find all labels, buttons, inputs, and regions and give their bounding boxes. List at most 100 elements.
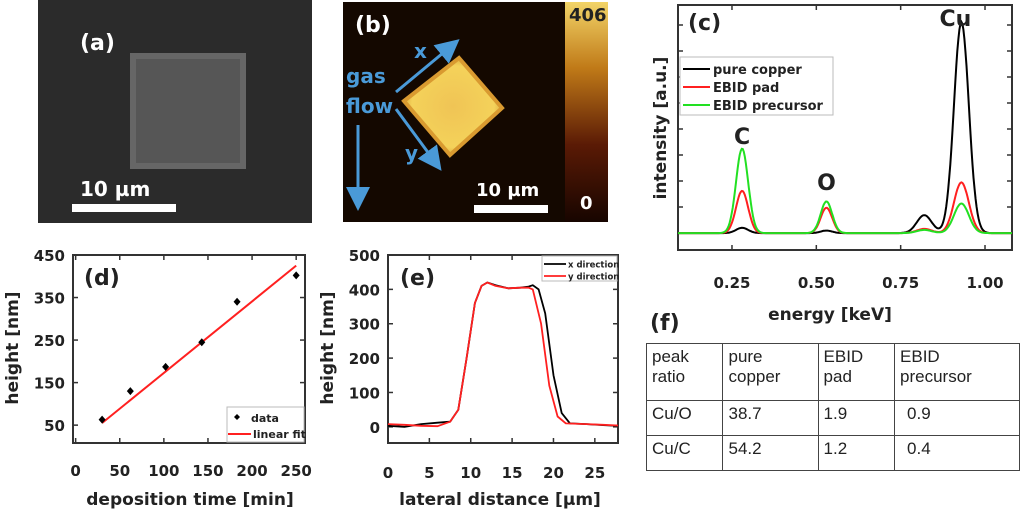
header-line: pure	[728, 347, 763, 366]
x-tick-label: 0	[70, 462, 80, 480]
x-tick-label: 0.50	[798, 274, 835, 292]
legend-box	[541, 255, 618, 282]
header-line: peak	[652, 347, 689, 366]
x-axis-title-e: lateral distance [µm]	[399, 490, 601, 510]
linear-fit-line	[101, 264, 297, 424]
header-line: EBID	[823, 347, 864, 366]
gas-flow-label-2: flow	[346, 94, 393, 118]
y-tick-label: 150	[34, 375, 65, 393]
panel-c-eds-spectrum: (c) energy [keV] intensity [a.u.] 0.25 0.…	[651, 4, 1013, 325]
series-line-pure-copper	[678, 19, 1012, 235]
deposited-pad	[130, 53, 246, 169]
table-cell: Cu/C	[645, 435, 724, 471]
y-axis-title-d: height [nm]	[3, 291, 23, 404]
peak-label-cu: Cu	[939, 7, 971, 32]
legend-label: data	[251, 412, 279, 425]
legend-box	[226, 406, 305, 443]
data-point	[198, 338, 206, 347]
legend: x direction y direction	[541, 255, 619, 283]
header-line: precursor	[900, 367, 972, 386]
gas-flow-label-1: gas	[346, 64, 386, 88]
scale-bar-b	[474, 205, 548, 213]
plot-frame	[677, 4, 1013, 251]
header-line: EBID	[900, 347, 940, 366]
data-point	[98, 415, 106, 424]
table-cell: 1.9	[817, 400, 896, 436]
panel-e-height-profile: (e) lateral distance [µm] height [nm] 0 5…	[318, 247, 619, 510]
x-tick-label: 5	[424, 464, 434, 482]
y-tick-label: 400	[349, 281, 380, 299]
data-point	[126, 387, 134, 396]
panel-d-height-vs-time: (d) deposition time [min] height [nm] 0 5…	[3, 247, 312, 510]
legend-label: linear fit	[253, 428, 306, 441]
legend-label: y direction	[568, 273, 619, 283]
panel-label-d: (d)	[84, 266, 120, 291]
scale-bar-label-a: 10 µm	[80, 177, 150, 201]
y-tick-label: 200	[349, 350, 380, 368]
legend-label: EBID precursor	[713, 99, 824, 114]
x-tick-label: 1.00	[967, 274, 1004, 292]
x-direction-arrow	[395, 39, 460, 94]
peak-label-o: O	[817, 171, 836, 196]
table-cell: 54.2	[722, 435, 819, 471]
data-point	[162, 362, 170, 371]
table-cell: Cu/O	[645, 400, 724, 436]
table-cell: 1.2	[817, 435, 896, 471]
series-line-y-direction	[387, 281, 619, 428]
y-tick-label: 350	[34, 290, 65, 308]
x-tick-label: 25	[584, 464, 605, 482]
legend: pure copper EBID pad EBID precursor	[679, 56, 834, 116]
y-direction-arrow	[394, 108, 442, 171]
scale-bar-a	[72, 204, 176, 212]
panel-label-e: (e)	[400, 266, 435, 291]
peak-ratio-table: peak ratio pure copper EBID pad EBID precurs…	[645, 343, 1020, 471]
header-line: pad	[823, 367, 852, 386]
colorbar-min: 0	[580, 193, 593, 214]
header-line: copper	[728, 367, 781, 386]
table-cell: 0.4	[894, 435, 1020, 471]
y-tick-label: 0	[370, 419, 380, 437]
x-axis-title-d: deposition time [min]	[86, 490, 293, 510]
data-point	[292, 271, 300, 280]
y-axis-title-c: intensity [a.u.]	[651, 57, 671, 200]
colorbar-max: 406	[569, 5, 607, 26]
y-tick-label: 500	[349, 247, 380, 265]
panel-label-b: (b)	[355, 13, 391, 38]
panel-b-afm-image: 406 0 (b) gas flow x y 10 µm	[343, 2, 608, 222]
y-tick-label: 50	[44, 417, 65, 435]
header-cell: pure copper	[722, 343, 819, 401]
table-cell: 0.9	[894, 400, 1020, 436]
y-tick-label: 450	[34, 247, 65, 265]
table-row: Cu/C 54.2 1.2 0.4	[645, 435, 1020, 471]
series-line-x-direction	[387, 281, 619, 428]
x-tick-label: 0	[383, 464, 393, 482]
colorbar	[565, 2, 608, 222]
legend-label: x direction	[568, 261, 619, 271]
x-axis-title-c: energy [keV]	[768, 305, 892, 325]
y-tick-label: 100	[349, 384, 380, 402]
table-cell: 38.7	[722, 400, 819, 436]
panel-label-a: (a)	[80, 31, 115, 56]
panel-a-sem-image: (a) 10 µm	[38, 0, 312, 223]
peak-label-c: C	[734, 125, 750, 150]
x-tick-label: 150	[192, 462, 223, 480]
y-tick-label: 300	[349, 316, 380, 334]
afm-pad	[401, 55, 505, 158]
legend-label: EBID pad	[713, 81, 779, 96]
table-row: Cu/O 38.7 1.9 0.9	[645, 400, 1020, 436]
header-line: ratio	[652, 367, 686, 386]
legend-swatch	[234, 414, 240, 420]
panel-label-c: (c)	[688, 11, 721, 36]
y-axis-title-e: height [nm]	[318, 291, 338, 404]
x-tick-label: 250	[281, 462, 312, 480]
header-cell: peak ratio	[645, 343, 724, 401]
plot-frame	[72, 254, 306, 444]
header-cell: EBID pad	[817, 343, 896, 401]
x-tick-label: 200	[236, 462, 267, 480]
x-tick-label: 15	[502, 464, 523, 482]
legend-label: pure copper	[713, 63, 802, 78]
x-axis-label: x	[414, 39, 427, 63]
table-header-row: peak ratio pure copper EBID pad EBID precurs…	[645, 343, 1020, 401]
x-tick-label: 10	[460, 464, 481, 482]
